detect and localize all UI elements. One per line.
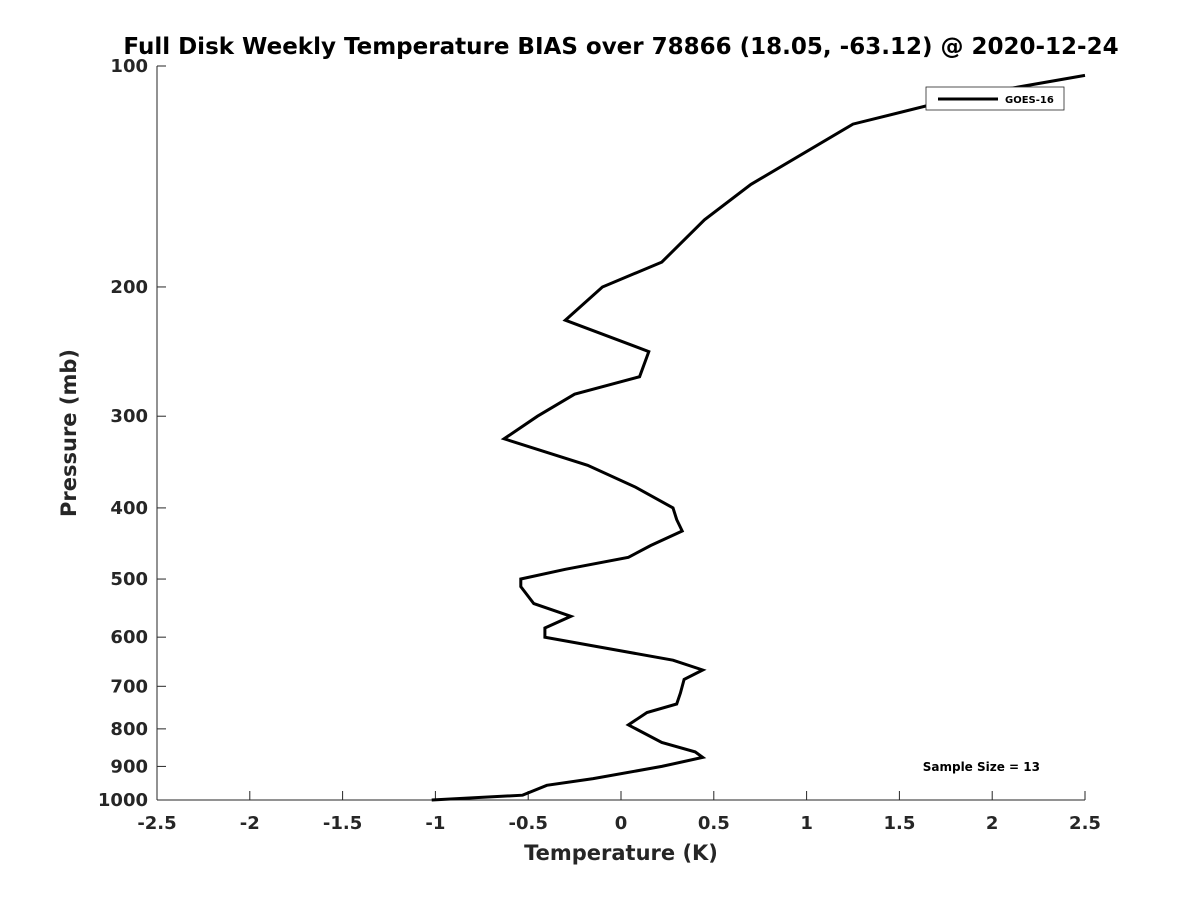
- y-axis-label: Pressure (mb): [57, 349, 81, 517]
- legend-entry: GOES-16: [1005, 95, 1054, 106]
- sample-size-annotation: Sample Size = 13: [923, 760, 1040, 774]
- legend: GOES-16: [925, 86, 1065, 111]
- x-axis-ticks: -2.5 -2 -1.5 -1 -0.5 0 0.5 1 1.5 2 2.5: [137, 791, 1101, 834]
- x-axis-label: Temperature (K): [524, 841, 718, 865]
- x-tick-label: -2.5: [137, 813, 176, 834]
- x-tick-label: -1: [425, 813, 445, 834]
- y-tick-label: 900: [110, 756, 148, 777]
- x-tick-label: -1.5: [323, 813, 362, 834]
- x-tick-label: 0: [615, 813, 628, 834]
- y-tick-label: 100: [110, 56, 148, 77]
- y-tick-label: 1000: [98, 790, 148, 811]
- y-tick-label: 200: [110, 277, 148, 298]
- y-tick-label: 400: [110, 498, 148, 519]
- y-axis-ticks: 100 200 300 400 500 600 700 800 900 1000: [98, 56, 166, 811]
- x-tick-label: 0.5: [698, 813, 730, 834]
- y-tick-label: 800: [110, 719, 148, 740]
- y-tick-label: 500: [110, 569, 148, 590]
- x-tick-label: -2: [240, 813, 260, 834]
- chart-title: Full Disk Weekly Temperature BIAS over 7…: [123, 34, 1118, 60]
- y-tick-label: 600: [110, 627, 148, 648]
- x-tick-label: 2: [986, 813, 999, 834]
- series-line-goes-16: [431, 73, 1086, 802]
- x-tick-label: 1.5: [883, 813, 915, 834]
- x-tick-label: 2.5: [1069, 813, 1101, 834]
- series-layer: [431, 73, 1086, 802]
- y-tick-label: 700: [110, 676, 148, 697]
- y-tick-label: 300: [110, 406, 148, 427]
- x-tick-label: -0.5: [509, 813, 548, 834]
- x-tick-label: 1: [800, 813, 813, 834]
